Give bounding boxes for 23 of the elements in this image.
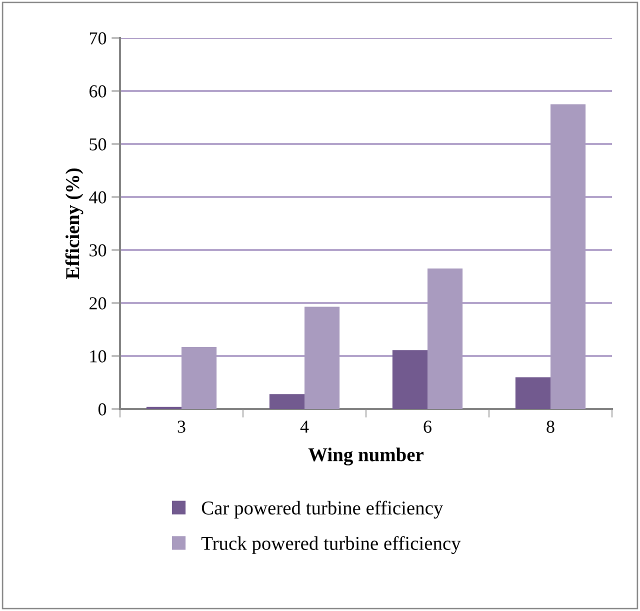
x-tick-label: 4 bbox=[300, 420, 309, 433]
bar bbox=[269, 394, 304, 409]
y-axis-title: Efficieny (%) bbox=[65, 168, 84, 280]
x-tick-label: 3 bbox=[178, 420, 186, 433]
x-axis-title: Wing number bbox=[308, 448, 424, 466]
bar bbox=[392, 350, 428, 409]
y-tick-label: 50 bbox=[90, 138, 106, 150]
bar bbox=[304, 306, 340, 409]
bar bbox=[515, 377, 550, 409]
y-tick-label: 10 bbox=[90, 350, 106, 362]
bar bbox=[428, 268, 463, 409]
y-tick-label: 40 bbox=[89, 191, 106, 204]
y-tick-label: 60 bbox=[90, 85, 106, 98]
legend-label: Car powered turbine efficiency bbox=[202, 500, 444, 519]
bar bbox=[182, 346, 217, 409]
y-tick-label: 30 bbox=[90, 244, 106, 256]
y-tick-label: 0 bbox=[98, 403, 106, 416]
legend-label: Truck powered turbine efficiency bbox=[201, 536, 461, 554]
x-tick-label: 6 bbox=[424, 420, 432, 433]
bar bbox=[550, 104, 586, 409]
x-tick-label: 8 bbox=[546, 420, 554, 433]
y-tick-label: 20 bbox=[90, 297, 106, 310]
y-tick-label: 70 bbox=[90, 32, 106, 44]
